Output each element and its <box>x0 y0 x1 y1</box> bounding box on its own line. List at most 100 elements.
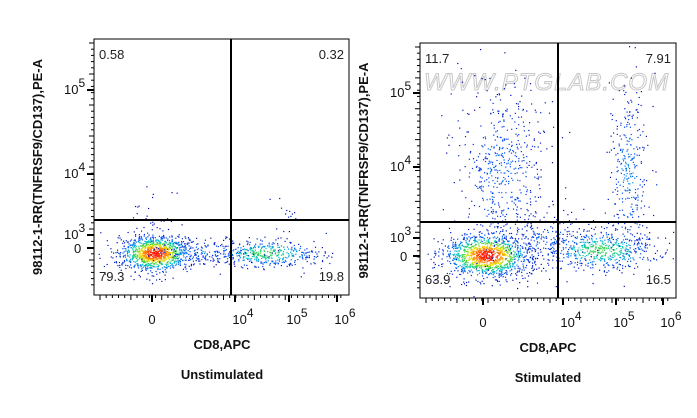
event-dot <box>150 222 152 224</box>
event-dot <box>192 247 194 249</box>
event-dot <box>491 251 493 253</box>
event-dot <box>498 149 500 151</box>
event-dot <box>600 256 602 259</box>
event-dot <box>483 248 485 250</box>
event-dot <box>630 176 632 178</box>
y-tick-label: 105 <box>64 76 85 97</box>
event-dot <box>478 167 480 169</box>
event-dot <box>634 250 636 252</box>
event-dot <box>152 256 155 258</box>
event-dot <box>141 245 143 247</box>
event-dot <box>491 259 493 261</box>
event-dot <box>465 284 468 287</box>
event-dot <box>161 263 163 265</box>
event-dot <box>474 258 476 260</box>
event-dot <box>598 259 600 261</box>
event-dot <box>164 240 166 242</box>
event-dot <box>432 267 434 269</box>
event-dot <box>612 249 614 251</box>
event-dot <box>228 238 231 240</box>
event-dot <box>639 147 641 149</box>
event-dot <box>129 240 132 242</box>
event-dot <box>626 216 629 218</box>
event-dot <box>601 255 603 257</box>
event-dot <box>298 249 300 251</box>
event-dot <box>633 157 635 159</box>
event-dot <box>175 264 177 266</box>
event-dot <box>533 247 535 250</box>
event-dot <box>472 158 475 160</box>
event-dot <box>314 246 317 248</box>
event-dot <box>580 257 582 259</box>
event-dot <box>551 145 553 147</box>
event-dot <box>145 269 147 271</box>
event-dot <box>476 249 478 251</box>
event-dot <box>153 255 155 257</box>
event-dot <box>134 250 136 252</box>
event-dot <box>157 255 159 257</box>
event-dot <box>498 274 500 276</box>
event-dot <box>310 263 312 265</box>
event-dot <box>167 260 169 262</box>
event-dot <box>300 276 302 278</box>
event-dot <box>223 250 225 252</box>
event-dot <box>624 93 626 96</box>
event-dot <box>138 257 140 259</box>
event-dot <box>600 260 602 262</box>
event-dot <box>521 246 523 248</box>
event-dot <box>306 255 308 257</box>
event-dot <box>142 245 144 247</box>
event-dot <box>465 240 467 242</box>
event-dot <box>507 240 509 242</box>
event-dot <box>488 251 490 253</box>
event-dot <box>537 146 539 148</box>
event-dot <box>477 274 479 276</box>
event-dot <box>251 258 253 260</box>
event-dot <box>511 196 513 198</box>
event-dot <box>471 242 473 244</box>
event-dot <box>498 237 500 240</box>
event-dot <box>149 242 152 244</box>
event-dot <box>288 248 290 250</box>
event-dot <box>215 264 217 266</box>
event-dot <box>492 274 494 276</box>
event-dot <box>581 263 583 265</box>
event-dot <box>450 270 452 272</box>
event-dot <box>173 261 176 263</box>
event-dot <box>523 185 525 187</box>
event-dot <box>148 249 150 251</box>
event-dot <box>499 99 502 101</box>
event-dot <box>478 239 480 241</box>
event-dot <box>619 269 621 271</box>
event-dot <box>634 267 636 269</box>
event-dot <box>153 262 155 265</box>
event-dot <box>125 264 127 266</box>
event-dot <box>502 139 504 141</box>
event-dot <box>127 255 129 257</box>
event-dot <box>629 229 631 231</box>
event-dot <box>156 227 158 229</box>
event-dot <box>468 213 470 215</box>
event-dot <box>165 253 168 255</box>
event-dot <box>516 206 518 208</box>
event-dot <box>570 235 572 237</box>
event-dot <box>501 252 503 254</box>
event-dot <box>519 268 521 270</box>
event-dot <box>175 248 178 250</box>
event-dot <box>633 248 635 250</box>
event-dot <box>494 169 496 171</box>
event-dot <box>528 248 530 250</box>
event-dot <box>162 236 164 238</box>
event-dot <box>283 261 285 264</box>
event-dot <box>575 251 577 253</box>
event-dot <box>474 236 476 238</box>
event-dot <box>132 255 134 257</box>
event-dot <box>524 247 527 249</box>
event-dot <box>514 246 517 248</box>
event-dot <box>150 258 152 260</box>
event-dot <box>509 115 511 117</box>
event-dot <box>509 237 511 239</box>
event-dot <box>542 236 544 238</box>
event-dot <box>196 252 199 254</box>
event-dot <box>464 267 466 269</box>
